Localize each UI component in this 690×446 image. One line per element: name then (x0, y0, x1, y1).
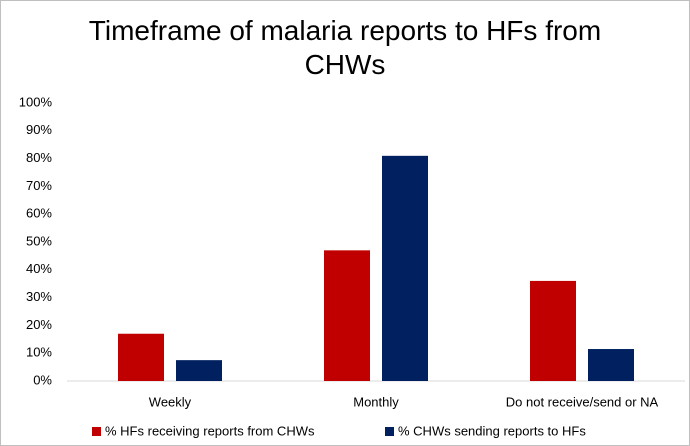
x-tick-label: Weekly (149, 394, 192, 409)
legend-label: % CHWs sending reports to HFs (398, 423, 586, 438)
legend-swatch (385, 427, 394, 436)
y-tick-label: 0% (33, 372, 52, 387)
bar (588, 349, 634, 381)
bar (324, 250, 370, 381)
y-tick-label: 80% (26, 150, 52, 165)
y-tick-label: 70% (26, 178, 52, 193)
y-tick-label: 30% (26, 289, 52, 304)
legend-swatch (92, 427, 101, 436)
y-tick-label: 50% (26, 233, 52, 248)
y-tick-label: 90% (26, 122, 52, 137)
chart-title: Timeframe of malaria reports to HFs from… (88, 15, 602, 80)
y-tick-label: 100% (19, 94, 53, 109)
x-tick-label: Do not receive/send or NA (506, 394, 659, 409)
y-tick-label: 20% (26, 317, 52, 332)
y-tick-label: 10% (26, 345, 52, 360)
legend-label: % HFs receiving reports from CHWs (105, 423, 315, 438)
bar (176, 360, 222, 381)
x-tick-label: Monthly (353, 394, 399, 409)
y-tick-label: 40% (26, 261, 52, 276)
y-tick-label: 60% (26, 206, 52, 221)
bar (118, 333, 164, 381)
bar (530, 280, 576, 381)
bar (382, 155, 428, 381)
